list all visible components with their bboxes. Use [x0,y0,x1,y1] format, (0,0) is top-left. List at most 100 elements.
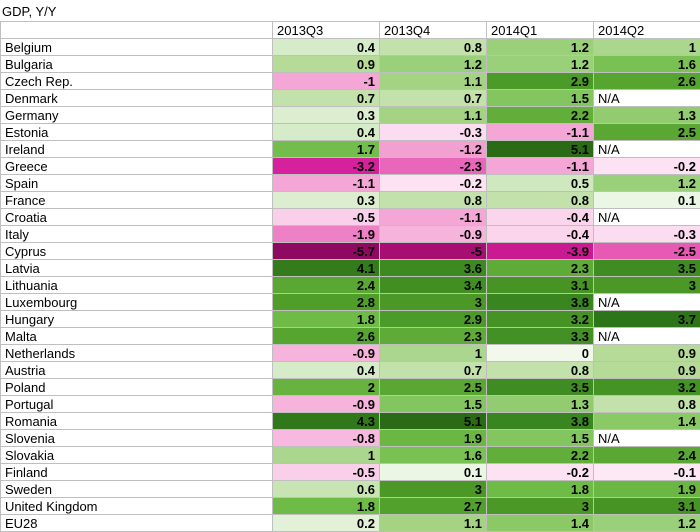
cell-na: N/A [594,328,700,345]
table-row: Latvia4.13.62.33.5 [1,260,700,277]
cell-value: 3.2 [594,379,700,396]
cell-value: 0.8 [487,362,594,379]
cell-value: 2.6 [594,73,700,90]
cell-value: 0.8 [594,396,700,413]
cell-value: 1.2 [487,39,594,56]
table-row: Slovakia11.62.22.4 [1,447,700,464]
cell-value: 0.9 [594,345,700,362]
cell-na: N/A [594,209,700,226]
header-col: 2014Q1 [487,22,594,39]
cell-value: 1.7 [273,141,380,158]
cell-value: 1.6 [380,447,487,464]
row-label: Estonia [1,124,273,141]
cell-value: 0.4 [273,362,380,379]
cell-value: 1.5 [487,430,594,447]
cell-value: 4.3 [273,413,380,430]
table-row: Cyprus-5.7-5-3.9-2.5 [1,243,700,260]
cell-value: 0.1 [594,192,700,209]
table-row: Malta2.62.33.3N/A [1,328,700,345]
row-label: Croatia [1,209,273,226]
cell-value: 1.9 [594,481,700,498]
cell-value: 3.5 [594,260,700,277]
cell-value: 1.6 [594,56,700,73]
cell-value: 3.1 [487,277,594,294]
row-label: France [1,192,273,209]
cell-value: 0.3 [273,192,380,209]
header-col: 2014Q2 [594,22,700,39]
cell-value: 0.2 [273,515,380,532]
cell-value: 1.5 [487,90,594,107]
cell-value: -5.7 [273,243,380,260]
cell-value: 0.4 [273,124,380,141]
cell-value: 1.3 [594,107,700,124]
cell-value: 1.2 [380,56,487,73]
cell-value: 2.4 [273,277,380,294]
table-row: Estonia0.4-0.3-1.12.5 [1,124,700,141]
cell-value: 2.5 [380,379,487,396]
cell-value: 3.1 [594,498,700,515]
cell-value: 3.3 [487,328,594,345]
cell-value: 0.3 [273,107,380,124]
row-label: Greece [1,158,273,175]
cell-value: 5.1 [380,413,487,430]
cell-value: 0.9 [273,56,380,73]
cell-value: 0.6 [273,481,380,498]
header-label-blank [1,22,273,39]
cell-value: -5 [380,243,487,260]
cell-na: N/A [594,430,700,447]
cell-value: 1.1 [380,73,487,90]
table-row: Romania4.35.13.81.4 [1,413,700,430]
cell-value: -0.9 [273,345,380,362]
row-label: United Kingdom [1,498,273,515]
cell-value: -1.1 [380,209,487,226]
row-label: Slovenia [1,430,273,447]
cell-value: -2.3 [380,158,487,175]
cell-value: -0.1 [594,464,700,481]
row-label: Malta [1,328,273,345]
cell-value: 3.8 [487,294,594,311]
table-row: Belgium0.40.81.21 [1,39,700,56]
row-label: Hungary [1,311,273,328]
cell-value: 1.3 [487,396,594,413]
table-row: Austria0.40.70.80.9 [1,362,700,379]
row-label: Poland [1,379,273,396]
cell-value: 1.5 [380,396,487,413]
cell-value: -1.2 [380,141,487,158]
table-row: Germany0.31.12.21.3 [1,107,700,124]
table-row: Spain-1.1-0.20.51.2 [1,175,700,192]
cell-value: 5.1 [487,141,594,158]
row-label: Portugal [1,396,273,413]
cell-value: -0.2 [594,158,700,175]
cell-value: -3.9 [487,243,594,260]
table-row: Netherlands-0.9100.9 [1,345,700,362]
row-label: Romania [1,413,273,430]
row-label: Bulgaria [1,56,273,73]
cell-value: -0.8 [273,430,380,447]
cell-value: 0.8 [380,39,487,56]
row-label: Latvia [1,260,273,277]
cell-na: N/A [594,141,700,158]
cell-value: 1.4 [594,413,700,430]
cell-value: -0.2 [487,464,594,481]
cell-value: 2.9 [380,311,487,328]
cell-value: 0.8 [380,192,487,209]
table-row: Italy-1.9-0.9-0.4-0.3 [1,226,700,243]
cell-value: 2.9 [487,73,594,90]
cell-value: 1.4 [487,515,594,532]
cell-value: 3.5 [487,379,594,396]
cell-value: 2.8 [273,294,380,311]
cell-value: -0.5 [273,209,380,226]
cell-value: 2.7 [380,498,487,515]
cell-value: 2.3 [380,328,487,345]
cell-value: -0.9 [273,396,380,413]
cell-value: -1.1 [487,124,594,141]
row-label: Italy [1,226,273,243]
row-label: Belgium [1,39,273,56]
cell-value: 4.1 [273,260,380,277]
table-row: Ireland1.7-1.25.1N/A [1,141,700,158]
cell-value: 0 [487,345,594,362]
cell-value: 1 [273,447,380,464]
cell-value: 1 [380,345,487,362]
cell-value: 3.8 [487,413,594,430]
cell-value: 3 [380,481,487,498]
